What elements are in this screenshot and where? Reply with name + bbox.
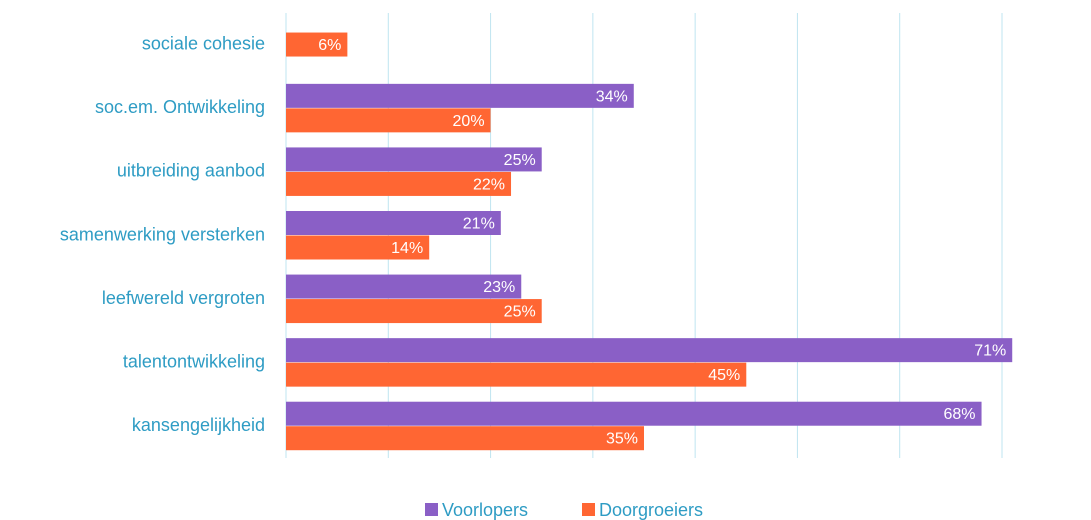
bar <box>286 338 1013 363</box>
value-label: 20% <box>453 113 485 130</box>
value-label: 22% <box>473 176 505 193</box>
value-label: 23% <box>483 279 515 296</box>
bar <box>286 83 634 108</box>
category-label: sociale cohesie <box>142 34 265 54</box>
bar <box>286 32 348 57</box>
bar <box>286 362 747 387</box>
value-label: 14% <box>391 240 423 257</box>
bar <box>286 274 522 299</box>
bar <box>286 171 512 196</box>
category-label: uitbreiding aanbod <box>117 161 265 181</box>
bar <box>286 108 491 133</box>
bar <box>286 211 501 235</box>
value-label: 6% <box>318 37 341 54</box>
value-label: 34% <box>596 88 628 105</box>
value-label: 25% <box>504 304 536 321</box>
category-label: kansengelijkheid <box>132 415 265 435</box>
category-label: samenwerking versterken <box>60 224 265 244</box>
value-label: 35% <box>606 431 638 448</box>
value-label: 45% <box>708 367 740 384</box>
category-label: soc.em. Ontwikkeling <box>95 97 265 117</box>
bar <box>286 299 542 324</box>
legend-swatch <box>582 503 595 516</box>
category-label: leefwereld vergroten <box>102 288 265 308</box>
legend-label: Voorlopers <box>442 500 528 520</box>
value-label: 21% <box>463 215 495 232</box>
category-label: talentontwikkeling <box>123 351 265 371</box>
value-label: 25% <box>504 152 536 169</box>
bar <box>286 235 430 260</box>
bar <box>286 426 644 451</box>
legend-swatch <box>425 503 438 516</box>
legend-label: Doorgroeiers <box>599 500 703 520</box>
value-label: 68% <box>944 406 976 423</box>
value-label: 71% <box>974 343 1006 360</box>
bar <box>286 147 542 172</box>
bar <box>286 401 982 426</box>
